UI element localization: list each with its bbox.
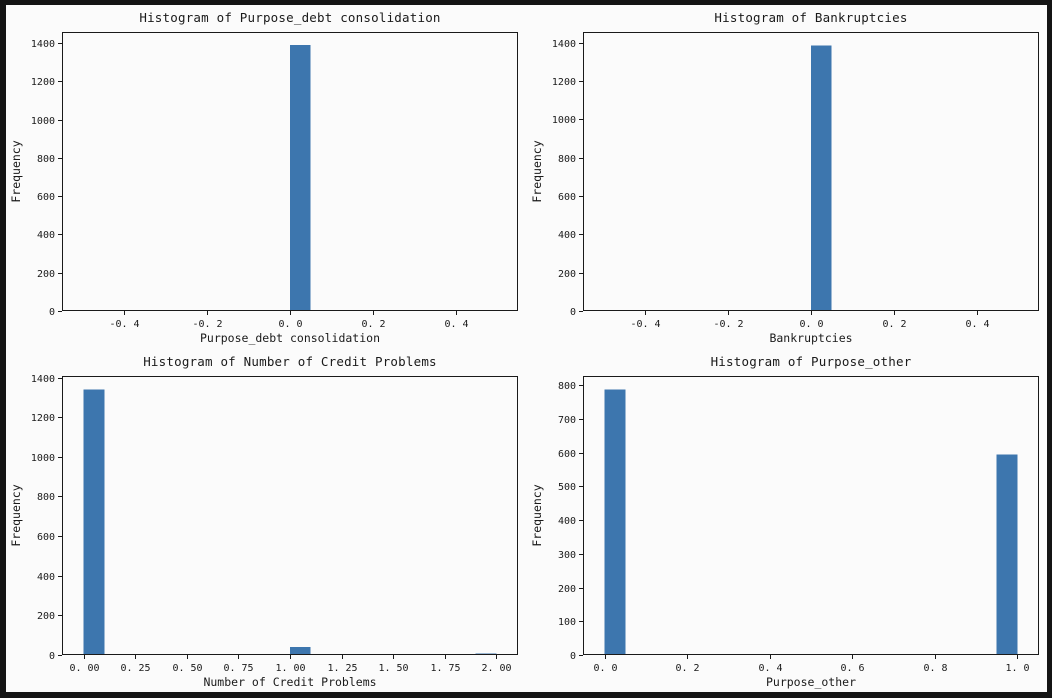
x-tick-label: 0. 00 [69, 663, 99, 674]
histogram-number-of-credit-problems: 0. 00 0. 25 0. 50 0. 75 1. 00 1. 25 1. 50 1. 75… [9, 354, 518, 689]
histogram-purpose-other: 0. 0 0. 2 0. 4 0. 6 0. 8 1. 0 0 100 200 300 400 500… [530, 354, 1039, 689]
y-axis-label: Frequency [530, 140, 544, 202]
subplot-number-of-credit-problems: 0. 00 0. 25 0. 50 0. 75 1. 00 1. 25 1. 50 1. 75… [6, 349, 527, 693]
chart-title: Histogram of Bankruptcies [714, 10, 907, 25]
x-tick-label: 0. 4 [444, 319, 468, 330]
x-tick-label: 0. 0 [799, 319, 823, 330]
chart-title: Histogram of Purpose_other [710, 354, 911, 369]
y-tick-label: 200 [557, 584, 575, 595]
y-tick-label: 0 [569, 307, 575, 318]
x-tick-label: 0. 2 [882, 319, 906, 330]
y-tick-label: 600 [557, 449, 575, 460]
y-axis-label: Frequency [9, 140, 23, 202]
y-tick-label: 200 [37, 269, 55, 280]
y-tick-label: 400 [37, 572, 55, 583]
x-tick-label: 2. 00 [481, 663, 511, 674]
histogram-bar [604, 389, 625, 655]
chart-title: Histogram of Number of Credit Problems [143, 354, 437, 369]
x-tick-label: 1. 25 [327, 663, 357, 674]
y-tick-label: 1000 [31, 116, 55, 127]
y-tick-label: 1400 [551, 39, 575, 50]
y-tick-label: 1200 [551, 77, 575, 88]
x-tick-label: 0. 2 [361, 319, 385, 330]
axes-frame [582, 32, 1039, 311]
chart-title: Histogram of Purpose_debt consolidation [139, 10, 440, 25]
y-tick-label: 400 [37, 230, 55, 241]
y-tick-label: 1400 [31, 39, 55, 50]
y-tick-label: 200 [37, 611, 55, 622]
y-tick-label: 400 [557, 230, 575, 241]
x-tick-label: 1. 0 [1005, 663, 1029, 674]
x-axis-label: Bankruptcies [769, 331, 852, 345]
axes-frame [62, 32, 518, 311]
x-tick-label: 1. 50 [378, 663, 408, 674]
y-tick-label: 1200 [31, 413, 55, 424]
y-tick-label: 300 [557, 550, 575, 561]
x-tick-label: -0. 2 [192, 319, 222, 330]
y-tick-label: 1000 [31, 453, 55, 464]
histogram-purpose-debt-consolidation: -0. 4 -0. 2 0. 0 0. 2 0. 4 0 200 400 600 800 1000 1… [9, 10, 518, 345]
x-axis-label: Purpose_debt consolidation [200, 331, 380, 345]
x-tick-label: 1. 75 [430, 663, 460, 674]
y-tick-label: 600 [557, 192, 575, 203]
histogram-bar [290, 45, 311, 311]
x-tick-label: 0. 4 [965, 319, 989, 330]
x-tick-label: 0. 0 [593, 663, 617, 674]
x-axis-label: Number of Credit Problems [203, 675, 376, 689]
x-tick-label: 0. 50 [172, 663, 202, 674]
subplot-purpose-debt-consolidation: -0. 4 -0. 2 0. 0 0. 2 0. 4 0 200 400 600 800 1000 1… [6, 5, 527, 349]
histogram-bar [290, 646, 311, 655]
x-tick-label: -0. 2 [713, 319, 743, 330]
y-tick-label: 800 [557, 381, 575, 392]
x-tick-label: 0. 2 [675, 663, 699, 674]
subplot-purpose-other: 0. 0 0. 2 0. 4 0. 6 0. 8 1. 0 0 100 200 300 400 500… [527, 349, 1048, 693]
histogram-bar [810, 45, 832, 312]
histogram-bar [996, 454, 1017, 655]
x-tick-label: 1. 00 [275, 663, 305, 674]
x-tick-label: 0. 75 [223, 663, 253, 674]
y-tick-label: 0 [49, 307, 55, 318]
y-tick-label: 1400 [31, 374, 55, 385]
y-tick-label: 600 [37, 192, 55, 203]
y-tick-label: 1200 [31, 77, 55, 88]
y-tick-label: 0 [49, 651, 55, 662]
y-axis-label: Frequency [530, 484, 544, 546]
y-tick-label: 100 [557, 617, 575, 628]
y-tick-label: 800 [37, 154, 55, 165]
matplotlib-figure: -0. 4 -0. 2 0. 0 0. 2 0. 4 0 200 400 600 800 1000 1… [6, 5, 1047, 692]
x-tick-label: 0. 0 [278, 319, 302, 330]
x-tick-label: -0. 4 [630, 319, 660, 330]
y-tick-label: 400 [557, 516, 575, 527]
y-axis-label: Frequency [9, 484, 23, 546]
y-tick-label: 1000 [551, 115, 575, 126]
y-tick-label: 800 [557, 154, 575, 165]
x-tick-label: 0. 4 [758, 663, 782, 674]
y-tick-label: 600 [37, 532, 55, 543]
x-tick-label: 0. 8 [923, 663, 947, 674]
x-tick-label: 0. 6 [840, 663, 864, 674]
x-tick-label: -0. 4 [109, 319, 139, 330]
x-axis-label: Purpose_other [765, 675, 855, 689]
axes-frame [62, 375, 518, 655]
y-tick-label: 700 [557, 415, 575, 426]
y-tick-label: 0 [569, 651, 575, 662]
y-tick-label: 500 [557, 482, 575, 493]
y-tick-label: 200 [557, 269, 575, 280]
x-tick-label: 0. 25 [120, 663, 150, 674]
axes-frame [582, 375, 1039, 655]
subplot-bankruptcies: -0. 4 -0. 2 0. 0 0. 2 0. 4 0 200 400 600 800 1000 1… [527, 5, 1048, 349]
y-tick-label: 800 [37, 492, 55, 503]
histogram-bar [83, 389, 105, 655]
histogram-bankruptcies: -0. 4 -0. 2 0. 0 0. 2 0. 4 0 200 400 600 800 1000 1… [530, 10, 1039, 345]
